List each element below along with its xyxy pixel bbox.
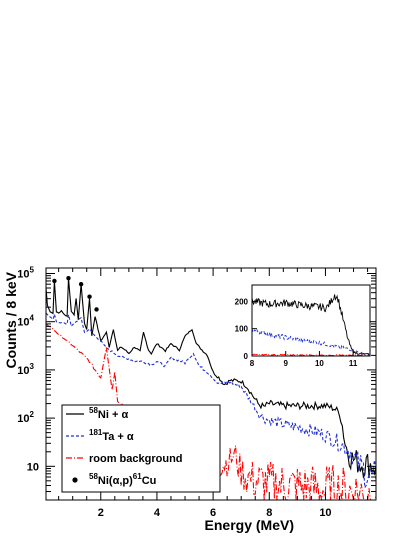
legend-cu-mass2: 61 [133,472,142,481]
inset-series-line-0 [251,294,370,356]
legend-cu-rest: Cu [142,475,157,487]
inset-y-tick-label-2: 200 [235,297,249,306]
x-tick-label-3: 8 [266,507,272,519]
x-tick-label-2: 6 [210,507,216,519]
inset-background [252,285,370,356]
legend-label-bg: room background [89,453,183,465]
y-tick-base: 10 [17,413,29,425]
marker-3-1 [66,275,71,281]
inset-series-line-1 [251,328,370,355]
legend-box [61,404,221,493]
inset-x-tick-label-0: 8 [250,359,255,368]
y-tick-label-4: 105 [17,265,34,280]
y-tick-label-3: 104 [17,314,34,329]
x-tick-label-0: 2 [98,507,104,519]
legend-label-ni: 58Ni + α [89,406,128,421]
legend-ta-mass: 181 [89,428,103,437]
marker-3-4 [94,307,99,312]
inset-series-group [251,294,370,357]
marker-3-2 [78,281,84,287]
inset-x-tick-label-3: 11 [349,359,358,368]
y-tick-label-0: 10 [27,461,39,473]
x-axis-title: Energy (MeV) [205,517,294,533]
series-line-0 [45,278,377,479]
inset-y-tick-label-1: 100 [235,325,249,334]
x-tick-label-4: 10 [319,507,331,519]
y-tick-exponent: 4 [30,314,35,323]
legend-label-ta: 181Ta + α [89,428,134,443]
y-tick-base: 10 [27,461,39,473]
y-tick-label-2: 103 [17,362,34,377]
marker-3-0 [52,278,57,284]
y-tick-base: 10 [17,268,29,280]
legend: 58Ni + α 181Ta + α room background 58Ni(… [61,404,221,493]
inset-chart: 8 9 10 11 0 100 200 [235,284,371,368]
legend-cu-reaction: Ni(α,p) [98,475,133,487]
y-tick-base: 10 [17,365,29,377]
legend-ni-rest: Ni + α [98,409,129,421]
series-line-1 [45,312,377,490]
marker-3-3 [87,294,92,299]
y-tick-base: 10 [17,317,29,329]
inset-series-line-2 [251,353,370,357]
inset-frame [251,284,371,357]
legend-label-cu: 58Ni(α,p)61Cu [89,472,156,487]
legend-marker-cu [72,477,78,483]
inset-y-tick-label-0: 0 [244,352,249,361]
y-tick-exponent: 5 [30,265,35,274]
inset-axes-group: 8 9 10 11 0 100 200 [235,297,358,368]
y-tick-exponent: 3 [30,362,35,371]
legend-cu-mass1: 58 [89,472,98,481]
y-tick-label-1: 102 [17,410,34,425]
inset-x-tick-label-1: 9 [283,359,288,368]
legend-ta-rest: Ta + α [102,431,134,443]
y-tick-exponent: 2 [30,410,35,419]
legend-ni-mass: 58 [89,406,98,415]
x-tick-label-1: 4 [154,507,161,519]
y-axis-title: Counts / 8 keV [3,271,19,368]
inset-x-tick-label-2: 10 [315,359,324,368]
